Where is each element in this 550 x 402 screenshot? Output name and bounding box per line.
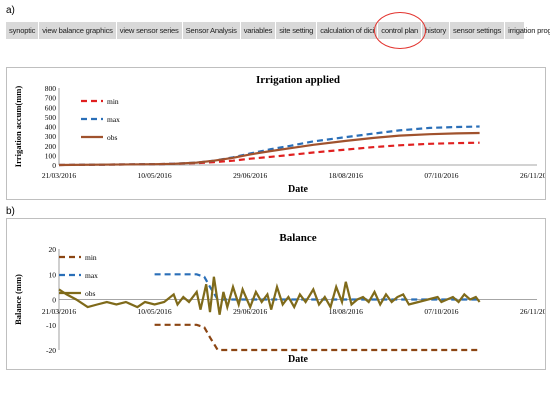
x-tick-label: 26/11/2016	[520, 171, 545, 180]
x-tick-label: 29/06/2016	[233, 171, 267, 180]
y-tick-label: 600	[45, 103, 57, 112]
x-axis-label: Date	[288, 354, 309, 365]
series-line-obs	[58, 276, 481, 315]
chart-panel-balance: Balance -20 -10 0 10 20 21/03/2016 10/05/2016 29…	[6, 218, 550, 370]
y-tick-label: 300	[45, 132, 57, 141]
menu-item-synoptic[interactable]: synoptic	[6, 22, 40, 39]
menu-item-site-setting[interactable]: site setting	[276, 22, 318, 39]
series-line-obs	[58, 131, 480, 167]
balance-chart: Balance -20 -10 0 10 20 21/03/2016 10/05/2016 29…	[13, 232, 550, 365]
irrigation-chart: Irrigation applied 0100200300400500600700…	[13, 74, 550, 195]
x-tick-label: 10/05/2016	[138, 307, 172, 316]
y-tick-label: 700	[45, 94, 57, 103]
y-axis-label: Irrigation accum(mm)	[13, 86, 23, 168]
x-tick-label: 29/06/2016	[233, 307, 267, 316]
menu-item-sensor-settings[interactable]: sensor settings	[450, 22, 506, 39]
y-tick-label: 400	[45, 123, 57, 132]
menu-item-control-plan[interactable]: control plan	[378, 22, 423, 39]
chart-panel-irrigation: Irrigation applied 0 100 200 300 400 500 600 700…	[6, 67, 550, 200]
panel-label-b: b)	[6, 206, 15, 217]
y-tick-label: 800	[45, 84, 57, 93]
legend-label-max: max	[85, 271, 98, 280]
menu-item-history[interactable]: history	[422, 22, 451, 39]
x-tick-label: 07/10/2016	[424, 307, 458, 316]
x-tick-label: 26/11/2016	[520, 307, 545, 316]
legend-label-min: min	[107, 97, 119, 106]
menu-item-view-sensor-series[interactable]: view sensor series	[117, 22, 183, 39]
chart-title: Balance	[279, 232, 316, 244]
legend-label-min: min	[85, 253, 97, 262]
y-tick-label: -10	[46, 321, 56, 330]
x-tick-label: 10/05/2016	[138, 171, 172, 180]
menu-item-calculation-of-dici[interactable]: calculation of dici	[317, 22, 379, 39]
x-tick-label: 07/10/2016	[424, 171, 458, 180]
y-tick-label: 200	[45, 142, 57, 151]
series-line-min	[154, 323, 480, 352]
panel-label-a: a)	[6, 5, 15, 16]
y-tick-label: 10	[49, 270, 57, 279]
menu-item-sensor-analysis[interactable]: Sensor Analysis	[183, 22, 241, 39]
series-line-min	[58, 141, 480, 167]
menu-bar: synoptic view balance graphics view sensor…	[6, 22, 550, 39]
legend-label-max: max	[107, 115, 120, 124]
menu-item-irrigation-programmer[interactable]: irrigation programmer	[508, 26, 550, 35]
series-line-max	[58, 125, 480, 167]
x-axis-label: Date	[288, 184, 309, 195]
y-tick-label: 0	[52, 161, 56, 170]
y-tick-label: 20	[49, 245, 57, 254]
x-tick-label: 21/03/2016	[42, 171, 76, 180]
menu-item-variables[interactable]: variables	[241, 22, 277, 39]
x-tick-label: 21/03/2016	[42, 307, 76, 316]
y-tick-label: 500	[45, 113, 57, 122]
x-tick-label: 18/08/2016	[329, 307, 363, 316]
y-tick-label: 100	[45, 151, 57, 160]
x-tick-label: 18/08/2016	[329, 171, 363, 180]
legend-label-obs: obs	[85, 289, 96, 298]
legend-label-obs: obs	[107, 133, 118, 142]
y-tick-label: 0	[52, 296, 56, 305]
menu-item-view-balance-graphics[interactable]: view balance graphics	[39, 22, 117, 39]
chart-title: Irrigation applied	[256, 74, 340, 86]
y-axis-label: Balance (mm)	[13, 274, 23, 325]
y-tick-label: -20	[46, 346, 56, 355]
